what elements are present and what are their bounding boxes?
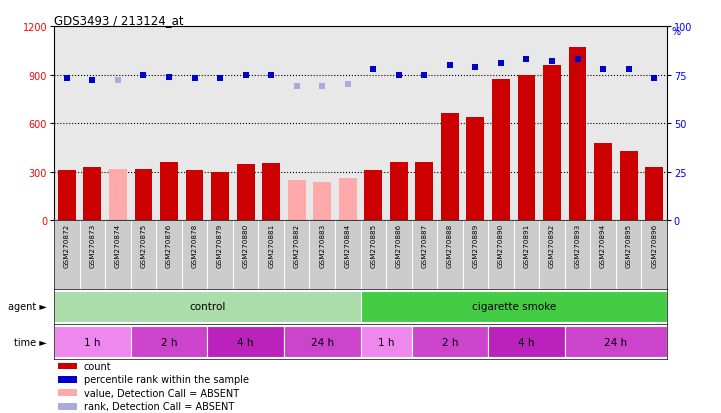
Text: rank, Detection Call = ABSENT: rank, Detection Call = ABSENT [84,401,234,411]
Text: 2 h: 2 h [442,337,458,347]
Bar [58,376,77,383]
Bar [518,75,536,221]
Text: GSM270884: GSM270884 [345,223,350,267]
Text: GSM270896: GSM270896 [651,223,657,267]
Text: GSM270876: GSM270876 [166,223,172,267]
Text: GSM270894: GSM270894 [600,223,606,267]
Text: value, Detection Call = ABSENT: value, Detection Call = ABSENT [84,388,239,398]
Bar [364,171,382,221]
Bar [565,326,667,358]
Bar [645,168,663,221]
Bar [58,171,76,221]
Text: GSM270880: GSM270880 [242,223,249,267]
Text: GSM270891: GSM270891 [523,223,529,267]
Bar [84,168,102,221]
Text: GSM270892: GSM270892 [549,223,555,267]
Text: GSM270882: GSM270882 [293,223,300,267]
Bar [569,48,586,221]
Bar [441,114,459,221]
Bar [313,182,331,221]
Text: GSM270881: GSM270881 [268,223,274,267]
Bar [58,363,77,369]
Text: GSM270893: GSM270893 [575,223,580,267]
Bar [543,66,561,221]
Bar [131,326,208,358]
Bar [109,169,127,221]
Text: GSM270889: GSM270889 [472,223,479,267]
Text: count: count [84,361,111,371]
Text: 1 h: 1 h [378,337,394,347]
Bar [594,143,612,221]
Bar [208,326,284,358]
Text: GSM270885: GSM270885 [371,223,376,267]
Bar [288,180,306,221]
Text: GSM270895: GSM270895 [626,223,632,267]
Bar [360,326,412,358]
Text: cigarette smoke: cigarette smoke [472,301,556,312]
Bar [262,164,280,221]
Bar [58,403,77,410]
Bar [284,326,360,358]
Bar [488,326,565,358]
Bar [360,291,667,323]
Text: 2 h: 2 h [161,337,177,347]
Text: 24 h: 24 h [311,337,334,347]
Text: GDS3493 / 213124_at: GDS3493 / 213124_at [54,14,184,27]
Text: GSM270879: GSM270879 [217,223,223,267]
Text: GSM270872: GSM270872 [64,223,70,267]
Bar [619,152,637,221]
Text: 24 h: 24 h [604,337,627,347]
Text: GSM270888: GSM270888 [447,223,453,267]
Bar [185,171,203,221]
Bar [211,172,229,221]
Text: agent ►: agent ► [8,301,47,312]
Text: GSM270873: GSM270873 [89,223,95,267]
Text: GSM270890: GSM270890 [498,223,504,267]
Bar [135,169,152,221]
Bar [236,164,255,221]
Text: GSM270875: GSM270875 [141,223,146,267]
Text: GSM270887: GSM270887 [421,223,428,267]
Bar [390,163,408,221]
Bar [58,389,77,396]
Text: percentile rank within the sample: percentile rank within the sample [84,375,249,385]
Text: 4 h: 4 h [237,337,254,347]
Bar [339,179,357,221]
Text: GSM270878: GSM270878 [192,223,198,267]
Text: 1 h: 1 h [84,337,101,347]
Bar [160,163,178,221]
Text: control: control [189,301,226,312]
Text: GSM270874: GSM270874 [115,223,121,267]
Text: %: % [671,27,680,37]
Bar [412,326,488,358]
Text: 4 h: 4 h [518,337,535,347]
Bar [415,163,433,221]
Bar [492,80,510,221]
Bar [54,326,131,358]
Text: GSM270883: GSM270883 [319,223,325,267]
Bar [54,291,360,323]
Bar [466,117,485,221]
Text: time ►: time ► [14,337,47,347]
Text: GSM270886: GSM270886 [396,223,402,267]
